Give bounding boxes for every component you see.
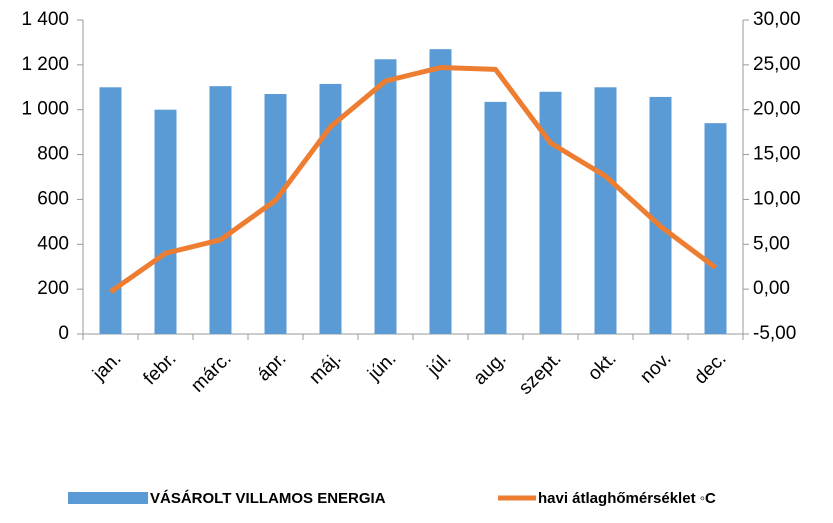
y2-tick-label: 5,00	[753, 233, 790, 254]
y-tick-label: 400	[37, 233, 69, 254]
bar	[209, 86, 232, 335]
x-tick-label: febr.	[140, 348, 181, 389]
y-tick-label: 1 000	[21, 99, 69, 120]
y2-tick-label: 20,00	[753, 99, 801, 120]
y2-tick-label: 10,00	[753, 188, 801, 209]
y-tick-label: 800	[37, 144, 69, 165]
x-tick-label: jan.	[88, 348, 125, 385]
x-tick-label: okt.	[584, 348, 621, 385]
y2-tick-label: 25,00	[753, 54, 801, 75]
x-tick-label: máj.	[305, 348, 345, 388]
bar	[374, 59, 397, 334]
y-tick-label: 1 200	[21, 54, 69, 75]
line	[109, 65, 718, 294]
legend-swatch	[68, 492, 148, 504]
x-tick-label: szept.	[515, 348, 566, 399]
bar	[264, 94, 287, 334]
bar	[319, 83, 342, 335]
bar	[704, 123, 727, 335]
bar	[484, 101, 507, 334]
x-tick-label: dec.	[690, 348, 730, 388]
y-tick-label: 1 400	[21, 9, 69, 30]
x-tick-label: jún.	[363, 348, 400, 385]
x-tick-label: júl.	[423, 348, 456, 381]
y2-tick-label: 30,00	[753, 9, 801, 30]
y2-tick-label: -5,00	[753, 323, 796, 344]
y2-tick-label: 0,00	[753, 278, 790, 299]
x-tick-label: ápr.	[253, 348, 290, 385]
x-tick-label: márc.	[187, 348, 235, 396]
x-tick-label: nov.	[636, 348, 675, 387]
bar	[594, 87, 617, 335]
legend-label: VÁSÁROLT VILLAMOS ENERGIA	[150, 490, 386, 507]
bar	[429, 49, 452, 335]
legend-label: havi átlaghőmérséklet ◦C	[538, 490, 716, 507]
bar	[649, 96, 672, 335]
x-tick-label: aug.	[470, 348, 511, 389]
bar	[154, 109, 177, 334]
y-tick-label: 0	[58, 323, 69, 344]
y2-tick-label: 15,00	[753, 144, 801, 165]
y-tick-label: 200	[37, 278, 69, 299]
y-tick-label: 600	[37, 188, 69, 209]
bar	[539, 91, 562, 335]
bar	[99, 87, 122, 335]
